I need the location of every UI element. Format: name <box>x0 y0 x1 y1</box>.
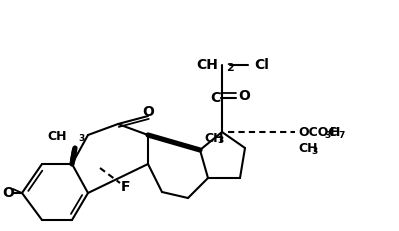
Text: 2: 2 <box>226 63 234 73</box>
Text: 3: 3 <box>311 146 317 155</box>
Text: O: O <box>238 89 250 103</box>
Text: 7: 7 <box>338 131 344 140</box>
Text: 3: 3 <box>324 131 330 140</box>
Text: O: O <box>142 105 154 119</box>
Text: CH: CH <box>298 142 318 155</box>
Text: O: O <box>2 186 14 200</box>
Text: CH: CH <box>196 58 218 72</box>
Text: 3: 3 <box>217 136 223 145</box>
Text: H: H <box>330 125 340 139</box>
Text: Cl: Cl <box>255 58 269 72</box>
Text: C: C <box>210 91 220 105</box>
Text: CH: CH <box>204 131 223 145</box>
Text: OCOC: OCOC <box>298 125 338 139</box>
Text: CH: CH <box>47 130 67 143</box>
Text: 3: 3 <box>78 134 84 143</box>
Text: F: F <box>120 180 130 194</box>
